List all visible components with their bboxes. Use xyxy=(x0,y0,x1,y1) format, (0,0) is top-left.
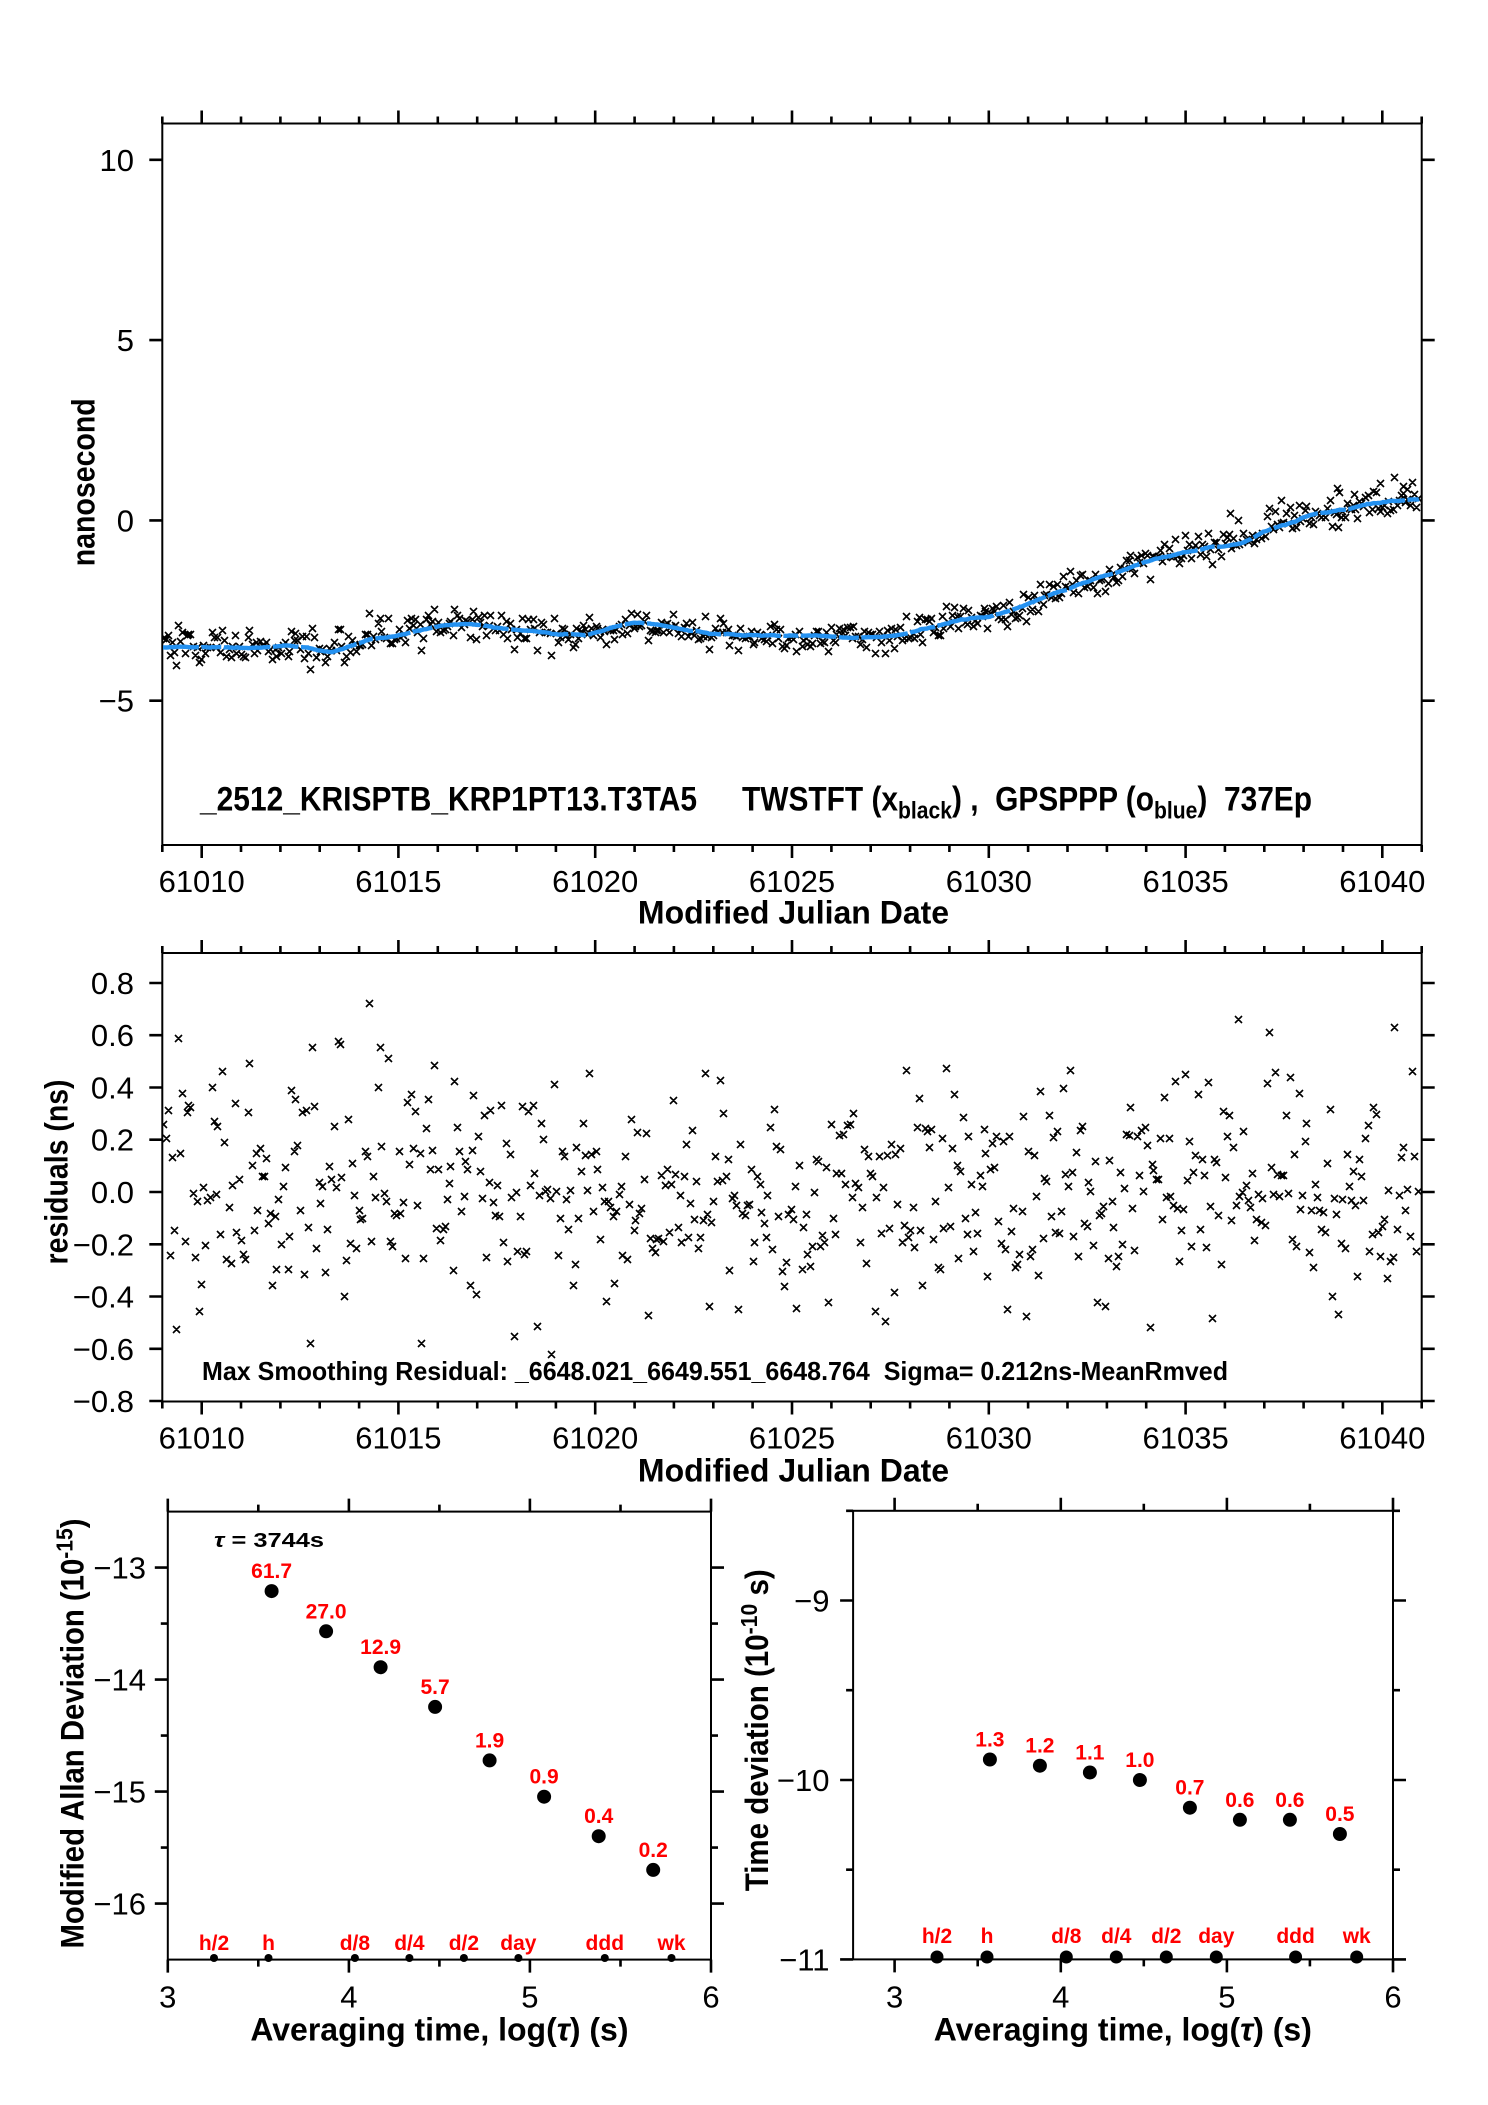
svg-text:−0.8: −0.8 xyxy=(73,1384,134,1419)
svg-text:0: 0 xyxy=(117,503,134,538)
svg-text:−16: −16 xyxy=(93,1887,146,1922)
svg-text:61035: 61035 xyxy=(1142,864,1228,899)
svg-text:Modified Julian Date: Modified Julian Date xyxy=(638,895,949,931)
svg-text:−9: −9 xyxy=(794,1584,829,1619)
svg-text:Max Smoothing Residual: _6648.: Max Smoothing Residual: _6648.021_6649.5… xyxy=(202,1356,1228,1386)
svg-text:0.6: 0.6 xyxy=(91,1018,134,1053)
svg-text:1.0: 1.0 xyxy=(1125,1749,1154,1772)
svg-text:0.6: 0.6 xyxy=(1275,1789,1304,1812)
svg-text:−10: −10 xyxy=(777,1763,830,1798)
svg-text:Modified Allan Deviation (10-1: Modified Allan Deviation (10-15) xyxy=(52,1519,91,1949)
svg-text:−11: −11 xyxy=(779,1942,829,1977)
svg-text:0.2: 0.2 xyxy=(639,1839,668,1862)
svg-text:5: 5 xyxy=(117,323,134,358)
svg-text:0.6: 0.6 xyxy=(1225,1789,1254,1812)
svg-text:day: day xyxy=(1198,1925,1235,1948)
svg-text:h: h xyxy=(262,1932,275,1955)
svg-text:wk: wk xyxy=(1342,1925,1371,1948)
svg-text:5: 5 xyxy=(1218,1980,1235,2015)
svg-text:−13: −13 xyxy=(93,1551,146,1586)
svg-text:0.2: 0.2 xyxy=(91,1123,134,1158)
svg-text:d/8: d/8 xyxy=(340,1932,371,1955)
svg-text:3: 3 xyxy=(159,1980,176,2015)
svg-text:ddd: ddd xyxy=(1276,1925,1314,1948)
svg-text:Averaging time, log(τ) (s): Averaging time, log(τ) (s) xyxy=(934,2012,1312,2048)
svg-text:d/2: d/2 xyxy=(449,1932,479,1955)
svg-text:−15: −15 xyxy=(93,1775,146,1810)
svg-text:1.9: 1.9 xyxy=(475,1729,504,1752)
svg-text:−5: −5 xyxy=(99,684,134,719)
svg-text:ddd: ddd xyxy=(586,1932,624,1955)
svg-text:h/2: h/2 xyxy=(199,1932,229,1955)
svg-text:h/2: h/2 xyxy=(922,1925,952,1948)
svg-text:4: 4 xyxy=(1052,1980,1069,2015)
svg-text:TWSTFT (xblack) , GPSPPP (obl: TWSTFT (xblack) , GPSPPP (oblue) 737Ep xyxy=(742,781,1312,825)
svg-text:residuals (ns): residuals (ns) xyxy=(39,1080,75,1265)
svg-text:1.3: 1.3 xyxy=(975,1729,1004,1752)
svg-text:h: h xyxy=(981,1925,994,1948)
svg-text:Averaging time, log(τ) (s): Averaging time, log(τ) (s) xyxy=(250,2012,628,2048)
svg-text:61020: 61020 xyxy=(552,864,638,899)
svg-text:61.7: 61.7 xyxy=(251,1560,292,1583)
svg-text:day: day xyxy=(500,1932,537,1955)
svg-text:0.4: 0.4 xyxy=(584,1805,614,1828)
svg-text:10: 10 xyxy=(100,143,134,178)
svg-text:5: 5 xyxy=(521,1980,538,2015)
svg-text:61030: 61030 xyxy=(946,1421,1032,1456)
svg-text:wk: wk xyxy=(656,1932,685,1955)
svg-text:d/8: d/8 xyxy=(1051,1925,1082,1948)
svg-text:27.0: 27.0 xyxy=(306,1600,347,1623)
svg-text:5.7: 5.7 xyxy=(420,1676,449,1699)
svg-text:12.9: 12.9 xyxy=(360,1636,401,1659)
svg-text:−0.6: −0.6 xyxy=(73,1332,134,1367)
svg-text:1.2: 1.2 xyxy=(1025,1735,1054,1758)
svg-text:d/4: d/4 xyxy=(1101,1925,1132,1948)
svg-text:61040: 61040 xyxy=(1339,864,1425,899)
svg-text:−14: −14 xyxy=(93,1663,146,1698)
svg-text:τ = 3744s: τ = 3744s xyxy=(214,1530,324,1552)
svg-text:4: 4 xyxy=(340,1980,357,2015)
svg-text:61040: 61040 xyxy=(1339,1421,1425,1456)
svg-text:3: 3 xyxy=(886,1980,903,2015)
svg-text:0.9: 0.9 xyxy=(529,1766,558,1789)
svg-text:61025: 61025 xyxy=(749,1421,835,1456)
svg-text:0.0: 0.0 xyxy=(91,1175,134,1210)
svg-text:61035: 61035 xyxy=(1142,1421,1228,1456)
svg-text:−0.2: −0.2 xyxy=(73,1227,134,1262)
svg-text:61025: 61025 xyxy=(749,864,835,899)
svg-text:6: 6 xyxy=(1384,1980,1401,2015)
svg-text:_2512_KRISPTB_KRP1PT13.T3TA5: _2512_KRISPTB_KRP1PT13.T3TA5 xyxy=(199,781,697,819)
svg-text:61010: 61010 xyxy=(159,1421,245,1456)
svg-text:0.7: 0.7 xyxy=(1175,1777,1204,1800)
svg-text:61010: 61010 xyxy=(159,864,245,899)
svg-text:61015: 61015 xyxy=(355,1421,441,1456)
svg-text:1.1: 1.1 xyxy=(1075,1742,1105,1765)
svg-text:Modified Julian Date: Modified Julian Date xyxy=(638,1452,949,1488)
svg-text:6: 6 xyxy=(702,1980,719,2015)
svg-text:0.4: 0.4 xyxy=(91,1071,134,1106)
svg-text:nanosecond: nanosecond xyxy=(66,398,102,566)
svg-text:0.5: 0.5 xyxy=(1325,1803,1355,1826)
svg-text:−0.4: −0.4 xyxy=(73,1280,134,1315)
svg-text:61030: 61030 xyxy=(946,864,1032,899)
svg-text:61020: 61020 xyxy=(552,1421,638,1456)
svg-text:d/4: d/4 xyxy=(394,1932,425,1955)
svg-text:0.8: 0.8 xyxy=(91,966,134,1001)
svg-text:d/2: d/2 xyxy=(1151,1925,1181,1948)
svg-text:61015: 61015 xyxy=(355,864,441,899)
